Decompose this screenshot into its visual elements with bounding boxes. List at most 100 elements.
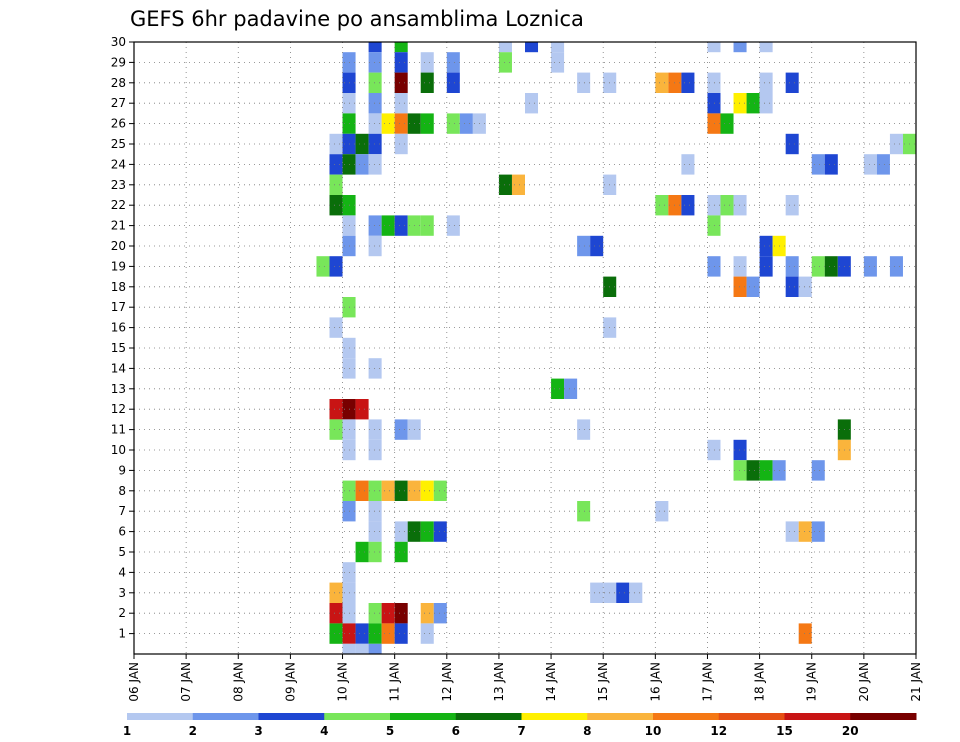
heatmap-cell [329, 174, 343, 195]
x-tick-label: 14 JAN [544, 662, 558, 702]
heatmap-cell [681, 72, 695, 93]
heatmap-cell [381, 480, 395, 501]
heatmap-cell [368, 235, 382, 257]
heatmap-cell [551, 52, 565, 73]
y-tick-label: 24 [111, 157, 126, 171]
grid-lines [134, 41, 917, 654]
heatmap-cell [420, 215, 434, 236]
heatmap-cell [785, 256, 799, 277]
heatmap-cell [368, 419, 382, 440]
heatmap-cell [394, 42, 408, 53]
heatmap-cell [394, 113, 408, 134]
y-tick-label: 5 [118, 545, 126, 559]
y-tick-label: 16 [111, 321, 126, 335]
heatmap-cell [446, 72, 460, 93]
colorbar-swatch [521, 713, 588, 720]
heatmap-cell [394, 72, 408, 93]
heatmap-cell [420, 113, 434, 134]
y-tick-label: 12 [111, 402, 126, 416]
heatmap-cell [420, 72, 434, 93]
colorbar-swatch [587, 713, 654, 720]
y-tick-label: 23 [111, 178, 126, 192]
heatmap-cell [446, 52, 460, 73]
y-tick-label: 11 [111, 423, 126, 437]
heatmap-cell [368, 215, 382, 236]
x-tick-label: 20 JAN [857, 662, 871, 702]
heatmap-cell [707, 256, 721, 277]
heatmap-cell [707, 215, 721, 236]
heatmap-cell [655, 72, 669, 93]
heatmap-cell [655, 501, 669, 522]
heatmap-cell [525, 42, 539, 53]
heatmap-cell [759, 235, 773, 257]
y-tick-label: 22 [111, 198, 126, 212]
heatmap-cell [564, 378, 578, 399]
heatmap-cell [368, 358, 382, 379]
heatmap-cell [498, 42, 512, 53]
heatmap-cell [420, 521, 434, 542]
heatmap-cell [785, 195, 799, 216]
heatmap-cell [707, 42, 721, 53]
y-tick-label: 29 [111, 55, 126, 69]
heatmap-cell [446, 215, 460, 236]
heatmap-cell [446, 113, 460, 134]
heatmap-cell [368, 93, 382, 114]
heatmap-cell [394, 52, 408, 73]
heatmap-cell [394, 623, 408, 644]
colorbar-swatch [390, 713, 457, 720]
heatmap-cell [785, 72, 799, 93]
heatmap-cell [551, 378, 565, 399]
x-tick-label: 15 JAN [596, 662, 610, 702]
y-tick-label: 7 [118, 504, 126, 518]
heatmap-cell [368, 52, 382, 73]
x-tick-label: 12 JAN [440, 662, 454, 702]
heatmap-cell [368, 439, 382, 461]
y-tick-label: 26 [111, 117, 126, 131]
colorbar-label: 5 [386, 724, 394, 738]
heatmap-cell [681, 154, 695, 175]
x-tick-label: 08 JAN [231, 662, 245, 702]
colorbar-swatch [455, 713, 522, 720]
heatmap-cell [759, 93, 773, 114]
y-tick-label: 10 [111, 443, 126, 457]
y-tick-label: 17 [111, 300, 126, 314]
colorbar-label: 6 [452, 724, 460, 738]
x-tick-label: 09 JAN [283, 662, 297, 702]
heatmap-cell [355, 399, 369, 420]
heatmap-cell [420, 603, 434, 624]
heatmap-cell [746, 93, 760, 114]
heatmap-cell [381, 113, 395, 134]
colorbar-swatch [127, 713, 194, 720]
colorbar-label: 10 [645, 724, 662, 738]
heatmap-cell [394, 133, 408, 155]
heatmap-cell [368, 541, 382, 563]
heatmap-cell [824, 154, 838, 175]
heatmap-cell [329, 154, 343, 175]
heatmap-cell [329, 623, 343, 644]
heatmap-cell [811, 521, 825, 542]
heatmap-cell [798, 623, 812, 644]
heatmap-cell [577, 72, 591, 93]
heatmap-cell [577, 235, 591, 257]
heatmap-cell [394, 419, 408, 440]
heatmap-cell [798, 276, 812, 297]
colorbar-swatch [258, 713, 325, 720]
y-tick-label: 3 [118, 586, 126, 600]
heatmap-cell [707, 195, 721, 216]
heatmap-cell [759, 256, 773, 277]
x-tick-label: 18 JAN [753, 662, 767, 702]
heatmap-cell [368, 521, 382, 542]
heatmap-cell [811, 154, 825, 175]
heatmap-cell [381, 215, 395, 236]
heatmap-cell [759, 460, 773, 481]
heatmap-cell [876, 154, 890, 175]
heatmap-cell [394, 521, 408, 542]
heatmap-cell [498, 52, 512, 73]
heatmap-cell [707, 72, 721, 93]
heatmap-cell [498, 174, 512, 195]
heatmap-cell [629, 582, 643, 603]
heatmap-cell [707, 439, 721, 461]
y-tick-label: 19 [111, 259, 126, 273]
heatmap-cell [368, 643, 382, 654]
